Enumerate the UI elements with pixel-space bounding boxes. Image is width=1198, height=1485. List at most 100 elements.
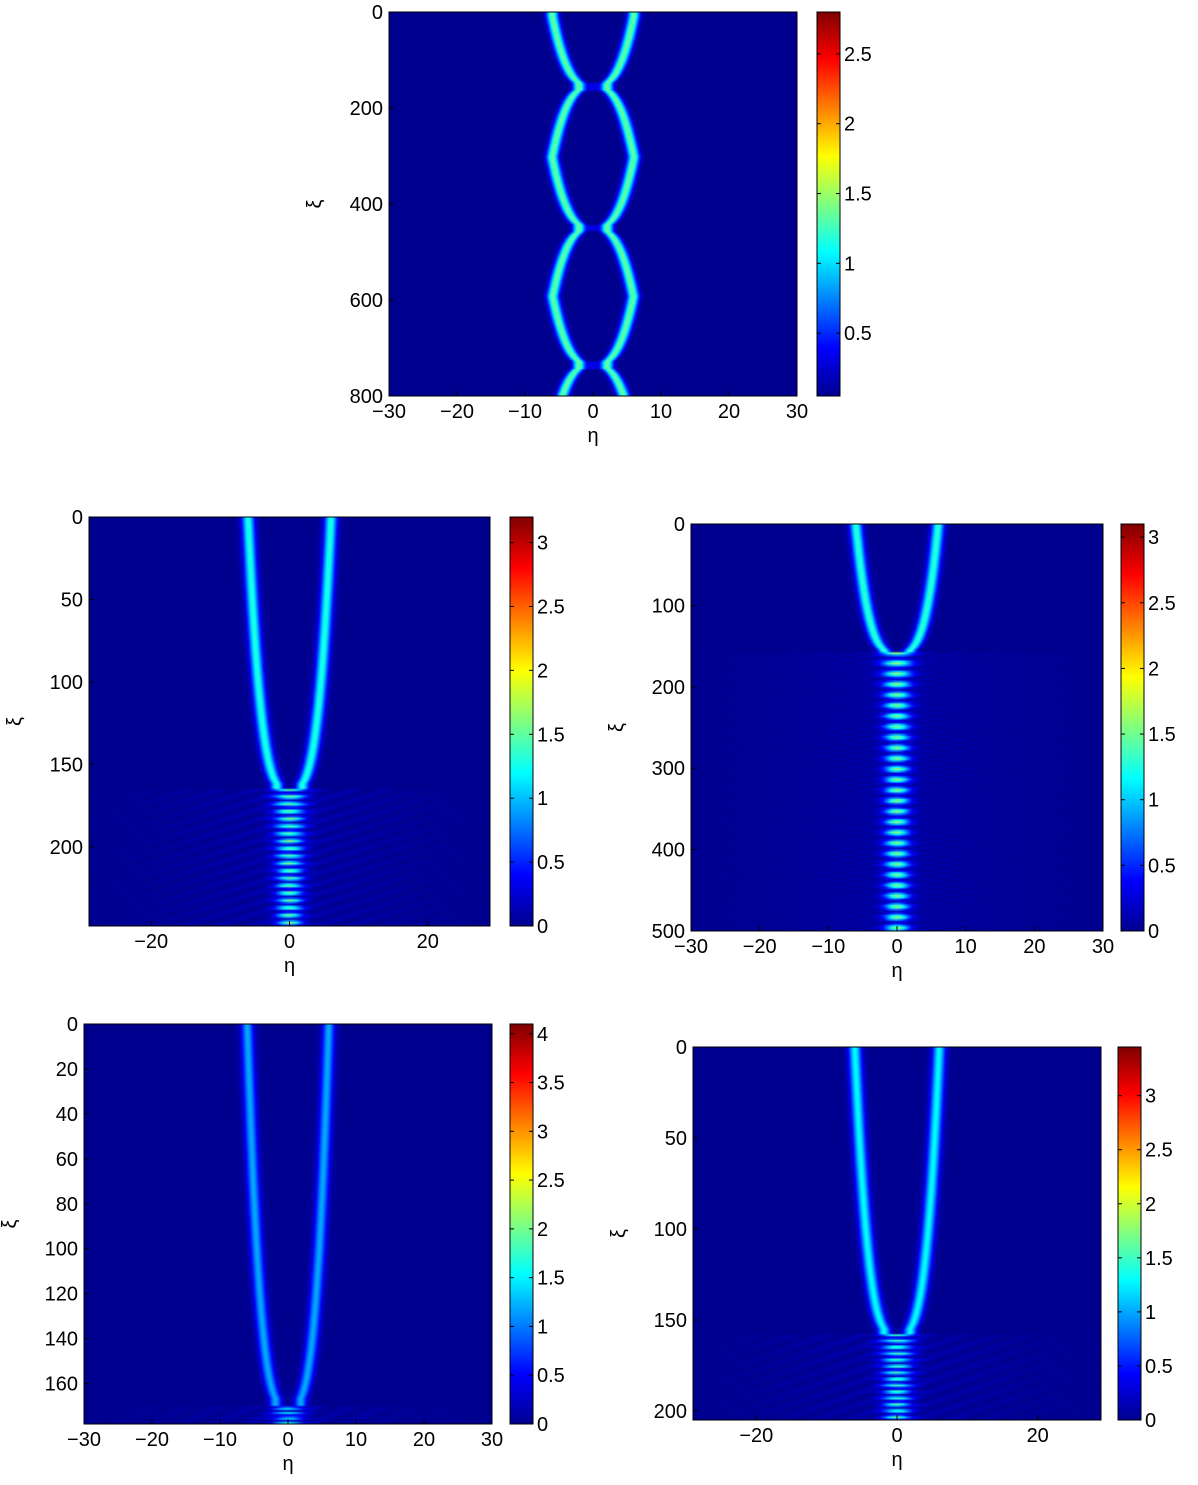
colorbar-tick-label: 3	[537, 533, 548, 555]
colorbar-tick-label: 0	[537, 916, 548, 938]
heatmap-panel-3: −30 −20 −10 0 10 20 300100200300400500ηξ00.511…	[606, 514, 1176, 982]
heatmap-image	[389, 12, 797, 396]
colorbar-tick-label: 3	[537, 1121, 548, 1143]
x-tick-label: −30	[372, 401, 406, 423]
x-tick-label: −20	[440, 401, 474, 423]
colorbar-tick-label: 2.5	[1148, 593, 1176, 615]
colorbar-tick-label: 1.5	[537, 724, 565, 746]
x-tick-label: 0	[282, 1429, 293, 1451]
colorbar-tick-label: 2	[844, 114, 855, 136]
y-tick-label: 200	[654, 1401, 687, 1423]
colorbar-tick-label: 2.5	[1145, 1140, 1173, 1162]
y-axis-label: ξ	[606, 723, 628, 732]
colorbar-tick-label: 2	[537, 1219, 548, 1241]
colorbar	[509, 516, 534, 927]
heatmap-image	[693, 1047, 1101, 1420]
y-tick-label: 160	[45, 1374, 78, 1396]
x-axis-label: η	[891, 1449, 902, 1471]
colorbar-tick-label: 0.5	[1145, 1356, 1173, 1378]
y-tick-label: 300	[652, 758, 685, 780]
y-axis-label: ξ	[608, 1229, 630, 1238]
y-tick-label: 200	[50, 837, 83, 859]
colorbar-tick-label: 2.5	[537, 1170, 565, 1192]
colorbar-tick-label: 0.5	[537, 1365, 565, 1387]
x-tick-label: 20	[1023, 936, 1045, 958]
y-tick-label: 200	[350, 98, 383, 120]
y-tick-label: 0	[372, 2, 383, 24]
y-tick-label: 140	[45, 1329, 78, 1351]
x-tick-label: −20	[135, 1429, 169, 1451]
x-tick-label: 0	[284, 931, 295, 953]
colorbar-tick-label: 2.5	[537, 596, 565, 618]
y-tick-label: 400	[652, 840, 685, 862]
y-axis-label: ξ	[4, 717, 26, 726]
x-tick-label: 20	[718, 401, 740, 423]
y-axis-label: ξ	[0, 1219, 21, 1228]
y-tick-label: 800	[350, 386, 383, 408]
y-tick-label: 0	[67, 1014, 78, 1036]
x-axis-label: η	[282, 1453, 293, 1475]
y-tick-label: 120	[45, 1284, 78, 1306]
x-axis-label: η	[587, 425, 598, 447]
x-tick-label: −10	[811, 936, 845, 958]
y-tick-label: 0	[676, 1037, 687, 1059]
y-tick-label: 400	[350, 194, 383, 216]
colorbar	[1117, 1046, 1142, 1421]
heatmap-image	[89, 517, 490, 926]
colorbar-tick-label: 1.5	[537, 1268, 565, 1290]
colorbar-tick-label: 1.5	[1148, 724, 1176, 746]
heatmap-panel-4: −30 −20 −10 0 10 20 30020406080100120140160ηξ0…	[0, 1014, 565, 1475]
y-tick-label: 150	[654, 1310, 687, 1332]
heatmap-image	[84, 1024, 492, 1424]
colorbar-tick-label: 3	[1148, 527, 1159, 549]
colorbar-tick-label: 2	[1145, 1194, 1156, 1216]
y-axis-label: ξ	[304, 199, 326, 208]
x-tick-label: −20	[743, 936, 777, 958]
x-tick-label: 30	[786, 401, 808, 423]
colorbar-tick-label: 0	[1145, 1410, 1156, 1432]
y-tick-label: 500	[652, 921, 685, 943]
y-tick-label: 100	[45, 1239, 78, 1261]
x-tick-label: −20	[739, 1425, 773, 1447]
y-tick-label: 100	[652, 595, 685, 617]
colorbar-tick-label: 1.5	[1145, 1248, 1173, 1270]
colorbar	[509, 1023, 534, 1425]
x-tick-label: 20	[413, 1429, 435, 1451]
colorbar-tick-label: 0.5	[537, 852, 565, 874]
colorbar-tick-label: 4	[537, 1024, 548, 1046]
x-tick-label: 30	[1092, 936, 1114, 958]
colorbar-tick-label: 0	[537, 1414, 548, 1436]
y-tick-label: 150	[50, 754, 83, 776]
colorbar-tick-label: 3.5	[537, 1073, 565, 1095]
y-tick-label: 100	[654, 1219, 687, 1241]
colorbar-tick-label: 2.5	[844, 44, 872, 66]
colorbar-tick-label: 0	[1148, 921, 1159, 943]
heatmap-image	[691, 524, 1103, 931]
colorbar-tick-label: 1	[844, 253, 855, 275]
colorbar-tick-label: 1	[1148, 790, 1159, 812]
x-tick-label: −10	[203, 1429, 237, 1451]
colorbar	[1120, 523, 1145, 932]
x-tick-label: 20	[1027, 1425, 1049, 1447]
x-tick-label: 10	[955, 936, 977, 958]
colorbar-tick-label: 2	[1148, 658, 1159, 680]
colorbar-tick-label: 1	[537, 788, 548, 810]
y-tick-label: 600	[350, 290, 383, 312]
x-tick-label: −20	[134, 931, 168, 953]
y-tick-label: 50	[665, 1128, 687, 1150]
heatmap-panel-1: −30 −20 −10 0 10 20 30 0 200 400 600 800 η ξ 0.5 1 1.5 2 2…	[304, 2, 872, 447]
y-tick-label: 40	[56, 1104, 78, 1126]
x-tick-label: 0	[587, 401, 598, 423]
x-axis-label: η	[891, 960, 902, 982]
y-tick-label: 60	[56, 1149, 78, 1171]
y-tick-label: 20	[56, 1059, 78, 1081]
y-tick-label: 100	[50, 672, 83, 694]
y-tick-label: 0	[72, 507, 83, 529]
colorbar-tick-label: 0.5	[1148, 855, 1176, 877]
colorbar-tick-label: 0.5	[844, 323, 872, 345]
colorbar-tick-label: 1.5	[844, 184, 872, 206]
x-tick-label: −30	[674, 936, 708, 958]
